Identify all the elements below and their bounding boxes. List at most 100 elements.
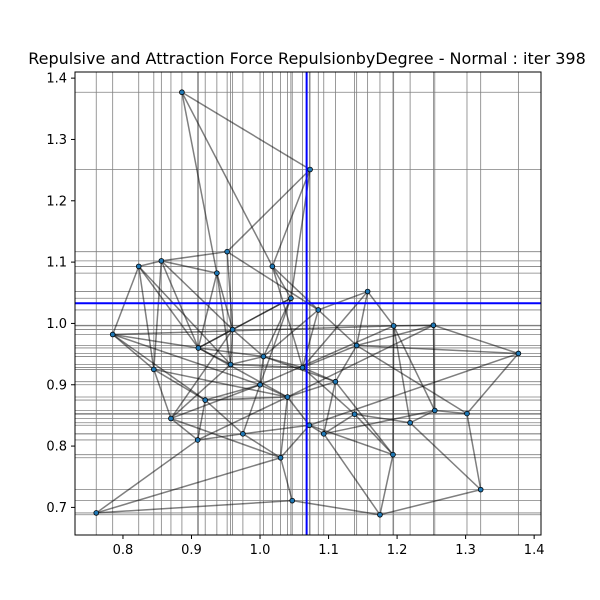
graph-edge [197,328,233,349]
graph-node [277,454,284,461]
graph-edge [230,363,303,369]
x-tick-label: 0.9 [181,543,202,558]
x-tick-label: 1.2 [387,543,408,558]
graph-edge [137,266,155,370]
graph-edge [271,169,311,267]
graph-edge [263,355,336,383]
graph-edge [138,265,199,349]
graph-edge [242,433,281,459]
graph-edge [334,381,394,456]
graph-edge [226,251,234,330]
graph-edge [160,260,234,331]
graph-edge [229,329,234,365]
graph-edge [262,297,292,357]
graph-node [407,419,413,426]
graph-edge [379,488,481,516]
graph-node [351,411,358,417]
graph-node [353,342,360,349]
graph-node [430,322,437,329]
graph-node [260,353,267,360]
graph-edge [356,324,434,347]
graph-edge [226,251,319,311]
graph-edge [318,290,368,311]
graph-node [214,270,220,276]
graph-node [390,323,397,329]
graph-edge [309,352,519,426]
graph-edge [259,325,394,386]
graph-edge [271,266,292,299]
graph-edge [367,291,395,327]
crosshair [75,72,541,535]
y-tick-label: 1.2 [46,194,67,209]
graph-node [299,364,306,371]
graph-edge [204,399,244,435]
graph-edge [432,325,436,411]
graph-edge [230,355,264,366]
graph-edge [95,439,199,514]
graph-edge [323,433,381,516]
graph-node [224,248,230,255]
graph-node [269,263,276,270]
graph-node [179,89,185,96]
graph-edge [112,325,394,336]
graph-edge [160,260,200,349]
graph-node [464,410,470,417]
graph-edge [153,260,163,370]
graph-node [109,331,116,338]
graph-node [377,511,383,518]
graph-node [195,345,202,351]
chart-title: Repulsive and Attraction Force Repulsion… [28,49,586,68]
graph-edge [181,92,218,274]
graph-edge [153,368,288,398]
graph-node [306,422,313,429]
graph-edge [242,384,261,435]
graph-node [257,381,263,388]
graph-node [151,366,157,373]
graph-edge [205,384,261,401]
graph-edge [302,344,357,369]
graph-edge [379,454,394,515]
graph-node [168,415,174,422]
y-axis-ticks: 0.7 0.8 0.9 1.0 1.1 1.2 1.3 1.4 [46,72,75,516]
graph-node [229,326,236,333]
graph-edge [323,381,337,434]
graph-node [364,288,371,295]
graph-edge [242,424,310,435]
graph-edge [271,266,304,368]
graph-edge [170,329,234,419]
graph-edge [466,413,482,490]
graph-edge [409,409,436,424]
graph-node [227,361,234,368]
graph-edge [287,380,336,398]
y-tick-label: 1.3 [46,133,67,148]
graph-edge [434,409,468,415]
y-tick-label: 1.4 [46,72,67,87]
graph-edge [111,266,140,335]
graph-edge [216,273,232,365]
graph-node [288,295,294,302]
graph-edge [96,457,281,514]
graph-edge [409,422,482,491]
graph-edge [232,328,264,358]
graph-edge [153,369,172,419]
graph-nodes [93,89,522,518]
graph-node [431,407,438,414]
graph-edge [355,291,369,346]
graph-edge [393,324,434,327]
graph-edge [170,384,261,420]
graph-edge [323,409,435,435]
graph-node [307,166,313,173]
graph-edge [170,417,281,459]
graph-edge [287,324,434,398]
graph-edge [112,333,206,401]
graph-node [284,394,291,400]
graph-edge [354,413,394,456]
plot-frame [74,71,542,536]
x-axis-ticks: 0.8 0.9 1.0 1.1 1.2 1.3 1.4 [113,535,544,558]
graph-edge [170,363,232,420]
graph-node [315,307,322,313]
graph-edge [279,396,289,458]
graph-node [202,397,209,403]
graph-edge [356,344,468,415]
